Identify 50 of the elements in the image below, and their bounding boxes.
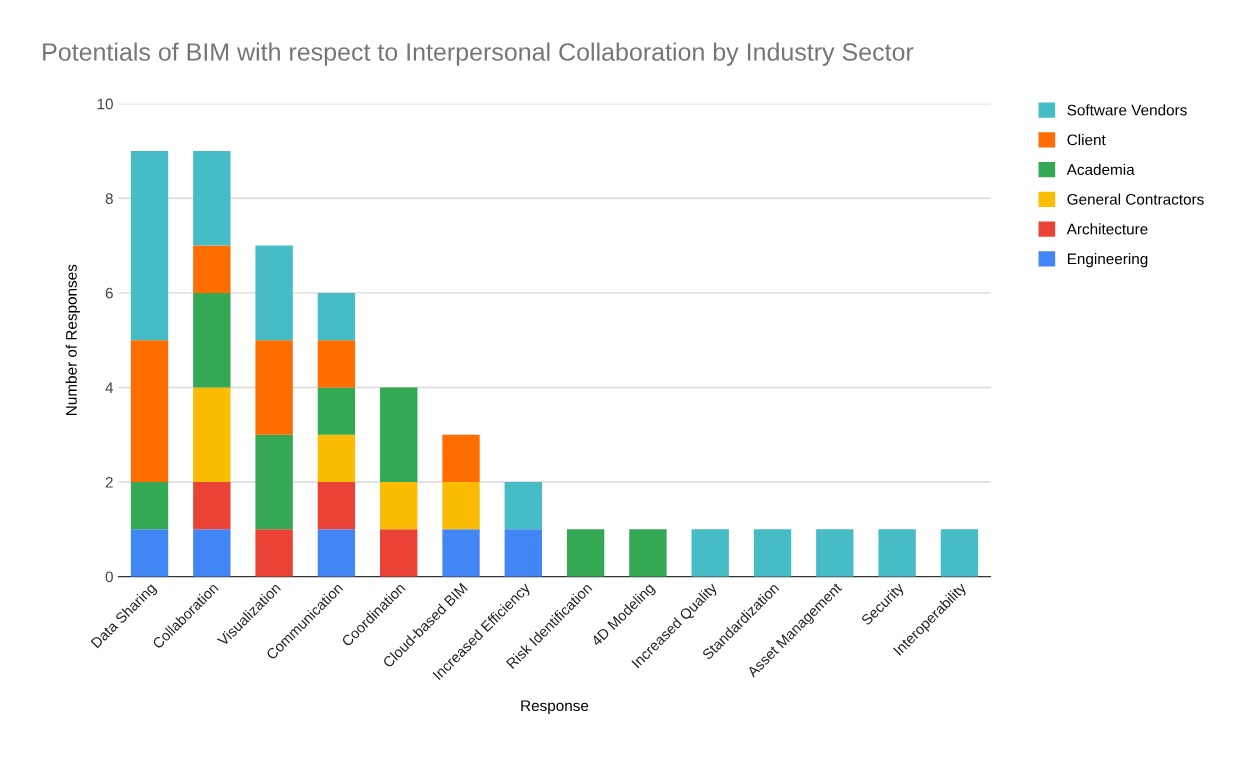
bar bbox=[504, 529, 543, 577]
bar bbox=[193, 482, 231, 530]
bar bbox=[130, 151, 169, 341]
bar bbox=[504, 482, 543, 530]
bar bbox=[753, 529, 792, 577]
bar bbox=[629, 529, 667, 577]
chart-title: Potentials of BIM with respect to Interpersonal Collaboration by Industry Sector bbox=[43, 42, 914, 66]
bar bbox=[317, 482, 356, 530]
x-axis-title: Response bbox=[521, 700, 589, 715]
y-tick-label: 4 bbox=[105, 382, 114, 393]
legend-label: Engineering bbox=[1067, 253, 1148, 268]
y-axis-title: Number of Responses bbox=[65, 264, 80, 415]
bar bbox=[130, 529, 169, 577]
bar bbox=[317, 529, 356, 577]
bar bbox=[691, 529, 729, 577]
bar bbox=[566, 529, 605, 577]
bar bbox=[255, 529, 293, 577]
y-tick-label: 0 bbox=[105, 571, 113, 583]
bar bbox=[255, 340, 293, 435]
bar bbox=[130, 482, 169, 530]
bar bbox=[380, 529, 418, 577]
legend-label: Architecture bbox=[1066, 223, 1148, 235]
bar bbox=[442, 529, 480, 577]
bar bbox=[442, 434, 480, 483]
bar bbox=[255, 434, 293, 530]
bar bbox=[317, 292, 356, 341]
bar bbox=[380, 387, 418, 483]
legend-label: Academia bbox=[1066, 163, 1135, 176]
y-tick-label: 2 bbox=[105, 476, 113, 488]
y-tick-label: 6 bbox=[105, 287, 113, 299]
bar bbox=[878, 529, 916, 577]
bar bbox=[317, 387, 356, 435]
y-tick-label: 10 bbox=[97, 98, 113, 110]
bar bbox=[317, 434, 356, 483]
bar bbox=[193, 529, 231, 577]
bar bbox=[816, 529, 854, 577]
bar bbox=[255, 245, 293, 341]
bar bbox=[317, 340, 356, 388]
bar bbox=[442, 482, 480, 530]
bar bbox=[193, 387, 231, 483]
y-tick-label: 8 bbox=[105, 193, 113, 204]
bar bbox=[940, 529, 979, 577]
bar bbox=[193, 292, 231, 388]
bar bbox=[193, 245, 231, 293]
legend-label: Client bbox=[1067, 134, 1106, 146]
legend-label: General Contractors bbox=[1067, 193, 1204, 205]
bar bbox=[193, 151, 231, 246]
bar bbox=[380, 482, 418, 530]
legend-label: Software Vendors bbox=[1067, 104, 1187, 116]
bar bbox=[130, 340, 169, 483]
